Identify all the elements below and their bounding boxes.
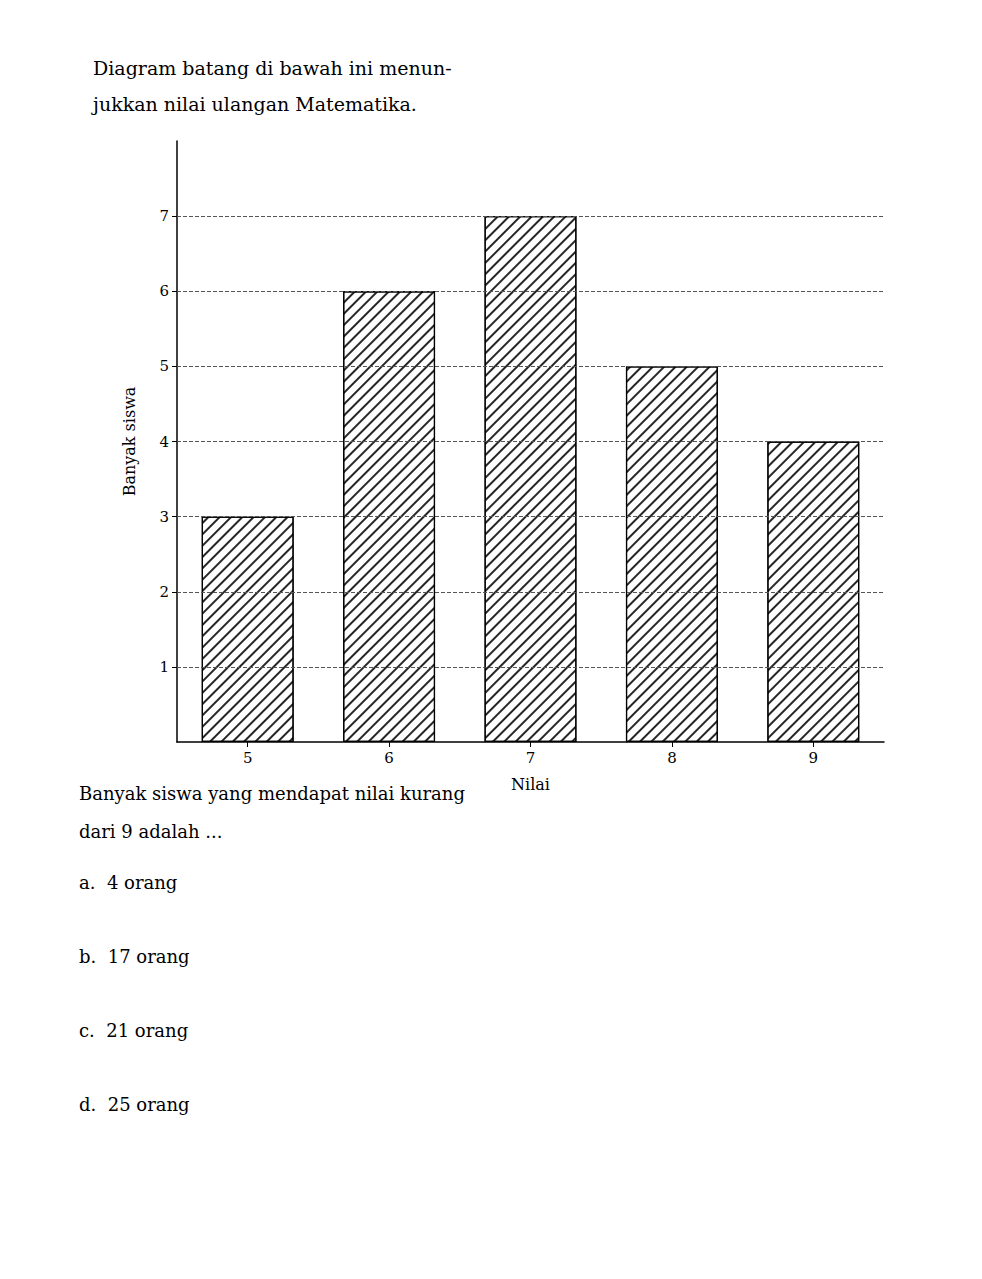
svg-text:b. 17 orang: b. 17 orang	[79, 946, 190, 967]
svg-text:6: 6	[159, 282, 169, 300]
svg-text:Banyak siswa yang mendapat nil: Banyak siswa yang mendapat nilai kurang	[79, 783, 465, 804]
svg-text:c. 21 orang: c. 21 orang	[79, 1020, 188, 1041]
svg-text:5: 5	[159, 357, 169, 375]
svg-text:5: 5	[243, 749, 253, 767]
svg-text:a. 4 orang: a. 4 orang	[79, 872, 177, 893]
svg-text:3: 3	[159, 508, 169, 526]
svg-text:7: 7	[159, 207, 169, 225]
svg-text:Nilai: Nilai	[511, 775, 550, 794]
svg-text:d. 25 orang: d. 25 orang	[79, 1094, 190, 1115]
svg-text:dari 9 adalah ...: dari 9 adalah ...	[79, 821, 222, 842]
svg-text:7: 7	[526, 749, 536, 767]
svg-text:4: 4	[159, 433, 169, 451]
svg-text:8: 8	[667, 749, 677, 767]
svg-text:Diagram batang di bawah ini me: Diagram batang di bawah ini menun-	[93, 57, 452, 79]
svg-text:2: 2	[159, 583, 169, 601]
svg-text:6: 6	[384, 749, 394, 767]
svg-text:Banyak siswa: Banyak siswa	[120, 386, 139, 496]
svg-text:9: 9	[809, 749, 819, 767]
svg-text:1: 1	[159, 658, 169, 676]
svg-text:jukkan nilai ulangan Matematik: jukkan nilai ulangan Matematika.	[91, 93, 417, 115]
